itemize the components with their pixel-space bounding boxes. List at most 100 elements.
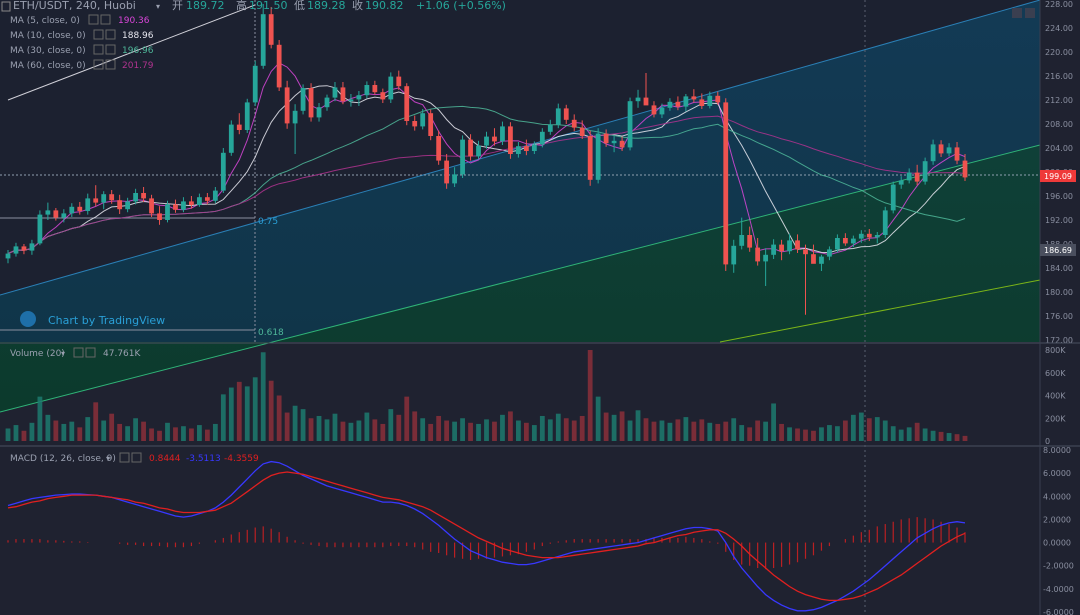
candle-body [866,233,872,238]
candle-body [356,95,362,100]
volume-bar [946,433,952,441]
settings-icon[interactable] [131,452,142,463]
macd-legend-label[interactable]: MACD (12, 26, close, 9) [10,454,116,464]
ma-legend-value: 201.79 [122,61,154,71]
candle-body [874,235,880,238]
candle-body [651,105,657,115]
signal-line [7,471,966,602]
ma-legend-label[interactable]: MA (5, close, 0) [10,16,80,26]
volume-bar [37,396,43,441]
candle-body [29,243,35,251]
volume-bar [85,417,91,441]
price-tick-label: 192.00 [1045,216,1073,225]
volume-bar [396,414,402,441]
volume-bar [771,403,776,441]
volume-bar [819,427,824,441]
volume-bar [316,415,322,441]
candle-body [842,238,848,244]
scroll-left-button[interactable] [1012,8,1022,18]
candle-body [603,133,609,144]
volume-dropdown-icon[interactable]: ▾ [61,349,65,358]
candle-body [444,160,450,184]
volume-bar [890,426,896,441]
candle-body [37,214,43,244]
macd-tick-label: 8.0000 [1043,446,1071,455]
candle-body [276,44,282,88]
symbol-title[interactable]: ETH/USDT, 240, Huobi [13,0,136,12]
watermark-text[interactable]: Chart by TradingView [48,314,165,327]
volume-bar [779,423,784,441]
settings-icon[interactable] [85,347,96,358]
candle-body [763,254,769,262]
ma-legend-label[interactable]: MA (60, close, 0) [10,61,86,71]
ma-legend-label[interactable]: MA (10, close, 0) [10,31,86,41]
macd-tick-label: -6.0000 [1043,608,1074,615]
candle-body [460,139,465,175]
header-dropdown-icon[interactable]: ▾ [156,2,160,11]
macd-tick-label: -4.0000 [1043,585,1074,594]
volume-tick-label: 0 [1045,437,1050,446]
candle-body [197,197,202,205]
settings-icon[interactable] [105,59,116,70]
volume-bar [492,421,497,441]
volume-bar [244,386,250,441]
price-tick-label: 224.00 [1045,24,1073,33]
scroll-right-button[interactable] [1025,8,1035,18]
volume-bar [404,396,410,441]
chart-settings-icon[interactable] [1,1,11,12]
volume-bar [659,420,665,441]
settings-icon[interactable] [100,14,111,25]
volume-bars [5,350,968,441]
volume-bar [699,419,705,441]
candle-body [141,193,146,199]
candle-body [850,238,856,244]
volume-bar [77,427,83,441]
candle-body [938,144,944,154]
candle-body [204,197,210,201]
macd-pane[interactable] [0,447,1040,615]
volume-bar [619,411,625,441]
settings-icon[interactable] [105,44,116,55]
volume-bar [579,415,585,441]
visibility-icon[interactable] [73,347,84,358]
ma-legend-label[interactable]: MA (30, close, 0) [10,46,86,56]
candle-body [61,213,67,218]
tradingview-watermark[interactable]: Chart by TradingView [20,311,165,327]
candle-body [189,201,194,205]
volume-bar [45,414,51,441]
visibility-icon[interactable] [93,44,104,55]
candle-body [683,96,689,107]
visibility-icon[interactable] [88,14,99,25]
volume-bar [372,419,378,441]
low-value: 189.28 [307,0,346,12]
volume-bar [508,411,513,441]
candle-body [452,174,457,184]
ma-legend[interactable]: MA (5, close, 0) 190.36 MA (10, close, 0… [10,14,154,71]
candle-body [404,86,410,121]
volume-bar [898,429,904,441]
visibility-icon[interactable] [93,59,104,70]
volume-bar [173,427,178,441]
candle-body [731,245,737,265]
price-axis[interactable] [1040,0,1080,615]
volume-bar [348,422,354,441]
volume-bar [850,414,856,441]
candle-body [284,87,290,124]
fib-label-0618: 0.618 [258,328,284,338]
candle-body [619,140,625,148]
visibility-icon[interactable] [119,452,130,463]
volume-bar [125,426,131,441]
volume-bar [149,428,154,441]
macd-dropdown-icon[interactable]: ▾ [106,454,110,463]
candle-body [492,136,497,142]
volume-legend-label[interactable]: Volume (20) [10,349,65,359]
volume-bar [747,427,753,441]
current-price-badge [1040,170,1076,182]
visibility-icon[interactable] [93,29,104,40]
volume-bar [308,418,314,441]
high-value: 191.50 [249,0,288,12]
settings-icon[interactable] [105,29,116,40]
candle-body [539,131,545,145]
volume-bar [643,418,649,441]
